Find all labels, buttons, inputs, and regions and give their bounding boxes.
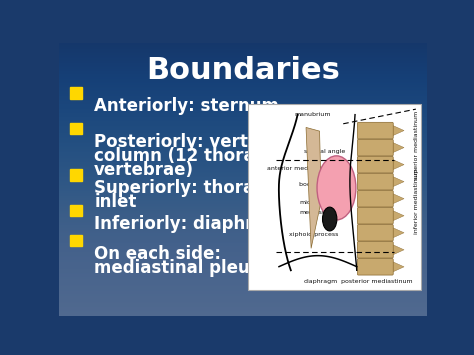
Text: Boundaries: Boundaries (146, 56, 340, 85)
FancyBboxPatch shape (70, 123, 82, 134)
Text: inlet: inlet (94, 193, 137, 212)
Text: Anteriorly: sternum: Anteriorly: sternum (94, 97, 279, 115)
FancyBboxPatch shape (70, 235, 82, 246)
FancyBboxPatch shape (248, 104, 421, 290)
FancyBboxPatch shape (70, 87, 82, 99)
Text: vertebrae): vertebrae) (94, 161, 194, 179)
FancyBboxPatch shape (70, 205, 82, 216)
Text: Inferiorly: diaphragm: Inferiorly: diaphragm (94, 215, 294, 233)
Text: Superiorly: thoracic: Superiorly: thoracic (94, 179, 280, 197)
Text: mediastinal pleura.: mediastinal pleura. (94, 259, 276, 277)
Text: Posteriorly: vertebral: Posteriorly: vertebral (94, 133, 296, 151)
FancyBboxPatch shape (70, 169, 82, 181)
Text: On each side:: On each side: (94, 245, 221, 263)
Text: column (12 thoracic: column (12 thoracic (94, 147, 280, 165)
